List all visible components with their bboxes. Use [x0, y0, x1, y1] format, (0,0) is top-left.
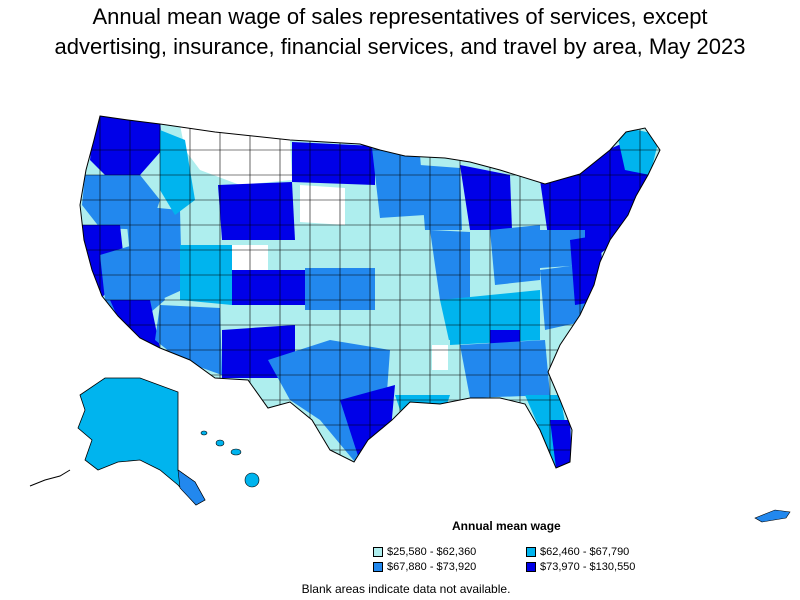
region-montana-blank — [180, 125, 292, 185]
hawaii-region — [200, 430, 260, 488]
legend-swatch-4 — [526, 562, 536, 572]
legend-label-2: $62,460 - $67,790 — [540, 546, 630, 558]
region-colorado — [230, 270, 305, 305]
map-title: Annual mean wage of sales representative… — [0, 2, 800, 62]
legend-title: Annual mean wage — [452, 519, 561, 533]
hawaii-island — [244, 472, 260, 488]
legend-swatch-3 — [373, 562, 383, 572]
region-southern-california — [110, 300, 160, 348]
legend-item-4: $73,970 - $130,550 — [526, 561, 635, 573]
region-nevada — [125, 205, 182, 300]
map-title-line-1: Annual mean wage of sales representative… — [92, 4, 708, 29]
region-north-dakota — [292, 142, 375, 185]
legend-swatch-1 — [373, 547, 383, 557]
region-wisconsin — [420, 165, 462, 230]
region-arizona — [155, 305, 222, 375]
region-mid-atlantic — [570, 235, 605, 305]
legend-swatch-2 — [526, 547, 536, 557]
alaska-region — [77, 377, 206, 506]
region-south-dakota-blank — [300, 185, 345, 225]
hawaii-island — [230, 448, 242, 456]
region-wyoming — [218, 182, 295, 240]
area-boundaries — [80, 116, 660, 468]
legend-item-1: $25,580 - $62,360 — [373, 546, 476, 558]
region-south-florida — [550, 420, 572, 468]
legend-label-4: $73,970 - $130,550 — [540, 561, 636, 573]
region-michigan — [460, 165, 512, 230]
legend-item-2: $62,460 - $67,790 — [526, 546, 629, 558]
footnote: Blank areas indicate data not available. — [301, 582, 511, 596]
hawaii-island — [215, 439, 225, 447]
hawaii-island — [200, 430, 208, 436]
legend-label-1: $25,580 - $62,360 — [387, 546, 477, 558]
alaska-aleutians — [29, 469, 71, 487]
region-pacific-northwest — [90, 116, 162, 180]
region-ohio — [490, 225, 540, 285]
alaska-panhandle — [177, 469, 206, 506]
region-idaho — [160, 130, 195, 215]
map-title-line-2: advertising, insurance, financial servic… — [54, 34, 746, 59]
puerto-rico-region — [754, 509, 791, 523]
legend-item-3: $67,880 - $73,920 — [373, 561, 476, 573]
region-georgia-alabama — [460, 340, 550, 398]
region-memphis-blank — [432, 345, 448, 370]
region-minnesota — [372, 148, 425, 218]
legend-label-3: $67,880 - $73,920 — [387, 561, 477, 573]
